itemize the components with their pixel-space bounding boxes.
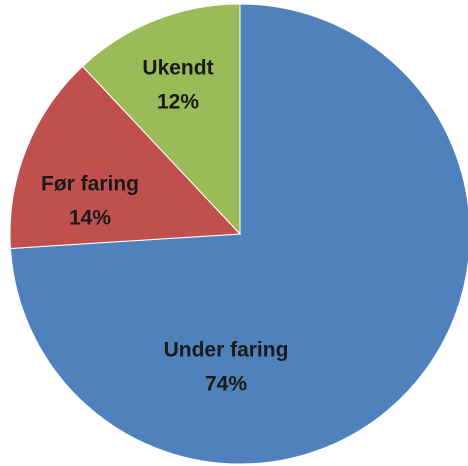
pie-slice (9, 65, 242, 249)
slice-label: Før faring (41, 173, 139, 196)
value-label: 12% (157, 91, 199, 114)
slice-label: Under faring (164, 339, 289, 362)
pie-slice (81, 3, 241, 236)
value-label: 14% (69, 207, 111, 230)
slice-label: Ukendt (142, 57, 213, 80)
value-label: 74% (205, 373, 247, 396)
pie-slice (9, 3, 468, 465)
